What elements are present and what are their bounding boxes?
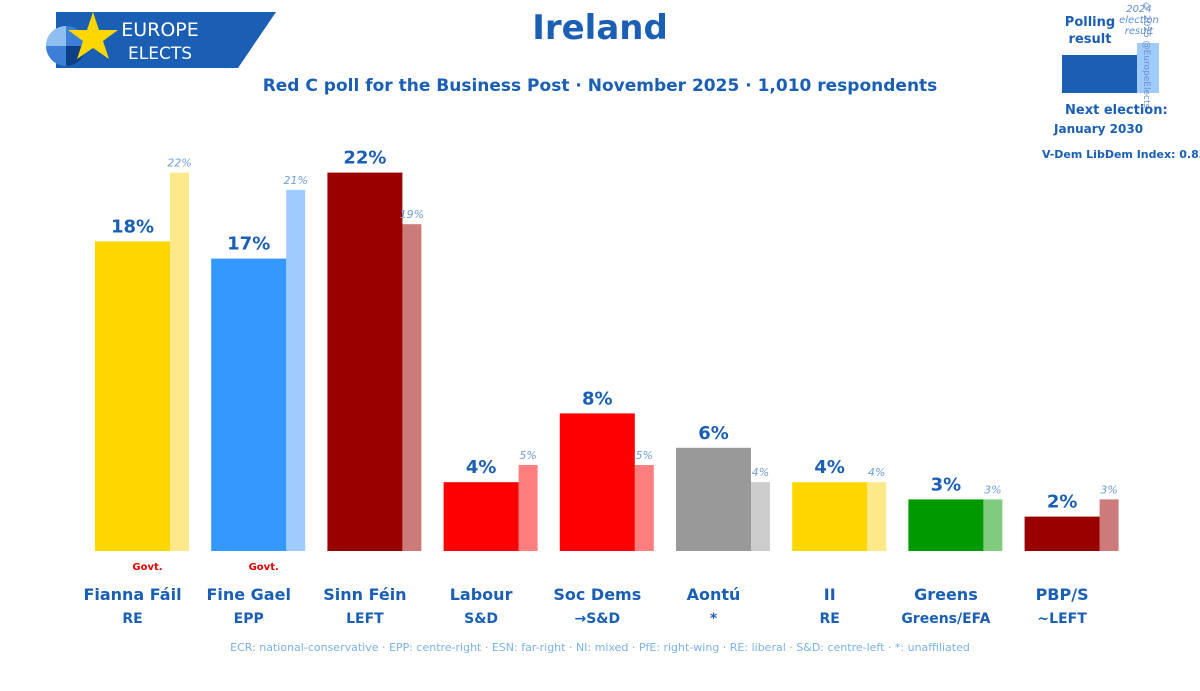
poll-bar-fine-gael bbox=[211, 258, 287, 551]
previous-result-bar-ii bbox=[867, 482, 887, 551]
logo-text-europe: EUROPE bbox=[121, 19, 199, 41]
previous-value-label-aont-: 4% bbox=[752, 466, 769, 479]
poll-bar-greens bbox=[908, 499, 984, 551]
poll-bar-pbp-s bbox=[1024, 516, 1100, 551]
party-group-ii: RE bbox=[820, 611, 840, 627]
party-name-sinn-f-in: Sinn Féin bbox=[323, 585, 406, 604]
page-title: Ireland bbox=[532, 8, 668, 48]
party-group-aont-: * bbox=[710, 611, 718, 627]
previous-result-bar-greens bbox=[983, 499, 1003, 551]
previous-value-label-soc-dems: 5% bbox=[636, 449, 653, 462]
poll-bar-sinn-f-in bbox=[327, 172, 403, 551]
poll-bar-chart: 22% 18% Govt. Fianna Fáil RE 21% 17% Govt. Fine … bbox=[83, 148, 1119, 627]
party-name-pbp-s: PBP/S bbox=[1036, 585, 1089, 604]
poll-value-label-soc-dems: 8% bbox=[582, 388, 613, 409]
legend-polling-label: Polling result bbox=[1064, 15, 1116, 47]
group-legend-footer: ECR: national-conservative · EPP: centre… bbox=[230, 641, 970, 654]
previous-result-bar-sinn-f-in bbox=[402, 224, 422, 551]
poll-value-label-greens: 3% bbox=[931, 474, 962, 495]
previous-result-bar-pbp-s bbox=[1099, 499, 1119, 551]
previous-value-label-pbp-s: 3% bbox=[1100, 483, 1117, 496]
previous-result-bar-labour bbox=[518, 465, 538, 551]
logo-star-icon bbox=[68, 12, 118, 59]
poll-bar-ii bbox=[792, 482, 868, 551]
poll-bar-soc-dems bbox=[559, 413, 635, 551]
party-group-fianna-f-il: RE bbox=[122, 611, 142, 627]
poll-bar-fianna-f-il bbox=[95, 241, 170, 551]
poll-value-label-labour: 4% bbox=[466, 457, 497, 478]
party-name-greens: Greens bbox=[914, 585, 978, 604]
poll-value-label-fine-gael: 17% bbox=[227, 234, 270, 255]
legend-previous-swatch bbox=[1137, 43, 1159, 93]
legend-polling-swatch bbox=[1062, 55, 1137, 93]
poll-value-label-pbp-s: 2% bbox=[1047, 492, 1078, 513]
poll-bar-aont- bbox=[676, 447, 751, 551]
party-group-sinn-f-in: LEFT bbox=[346, 611, 384, 627]
party-name-ii: II bbox=[824, 585, 836, 604]
party-group-fine-gael: EPP bbox=[234, 611, 264, 627]
party-name-aont-: Aontú bbox=[687, 585, 741, 604]
party-name-soc-dems: Soc Dems bbox=[553, 585, 641, 604]
vdem-index: V-Dem LibDem Index: 0.83 bbox=[1042, 148, 1200, 161]
party-name-fine-gael: Fine Gael bbox=[206, 585, 291, 604]
copyright-text: © 2025 @EuropeElects bbox=[1141, 2, 1151, 109]
poll-bar-labour bbox=[443, 482, 519, 551]
party-name-fianna-f-il: Fianna Fáil bbox=[83, 585, 181, 604]
poll-value-label-fianna-f-il: 18% bbox=[111, 216, 154, 237]
next-election-date: January 2030 bbox=[1054, 122, 1144, 136]
logo-text-elects: ELECTS bbox=[128, 44, 192, 64]
poll-value-label-ii: 4% bbox=[814, 457, 845, 478]
party-group-greens: Greens/EFA bbox=[901, 611, 990, 627]
party-group-pbp-s: ~LEFT bbox=[1037, 611, 1087, 627]
previous-result-bar-fianna-f-il bbox=[170, 172, 189, 551]
previous-result-bar-aont- bbox=[751, 482, 770, 551]
poll-value-label-sinn-f-in: 22% bbox=[343, 148, 386, 169]
party-name-labour: Labour bbox=[450, 585, 513, 604]
previous-value-label-fianna-f-il: 22% bbox=[167, 157, 191, 170]
next-election-label: Next election: bbox=[1065, 103, 1168, 118]
previous-value-label-greens: 3% bbox=[984, 483, 1001, 496]
previous-result-bar-soc-dems bbox=[634, 465, 654, 551]
europe-elects-logo: EUROPE ELECTS bbox=[46, 12, 276, 68]
legend-previous-label: 2024 election result bbox=[1119, 4, 1159, 37]
logo-banner bbox=[56, 12, 276, 68]
party-group-labour: S&D bbox=[464, 611, 498, 627]
previous-value-label-ii: 4% bbox=[868, 466, 885, 479]
poll-value-label-aont-: 6% bbox=[698, 423, 729, 444]
party-group-soc-dems: →S&D bbox=[574, 611, 620, 627]
previous-value-label-sinn-f-in: 19% bbox=[400, 208, 424, 221]
govt-marker-fine-gael: Govt. bbox=[249, 562, 279, 573]
govt-marker-fianna-f-il: Govt. bbox=[132, 562, 162, 573]
poll-subtitle: Red C poll for the Business Post · Novem… bbox=[262, 76, 938, 96]
previous-result-bar-fine-gael bbox=[286, 189, 306, 552]
previous-value-label-fine-gael: 21% bbox=[283, 174, 307, 187]
previous-value-label-labour: 5% bbox=[519, 449, 536, 462]
